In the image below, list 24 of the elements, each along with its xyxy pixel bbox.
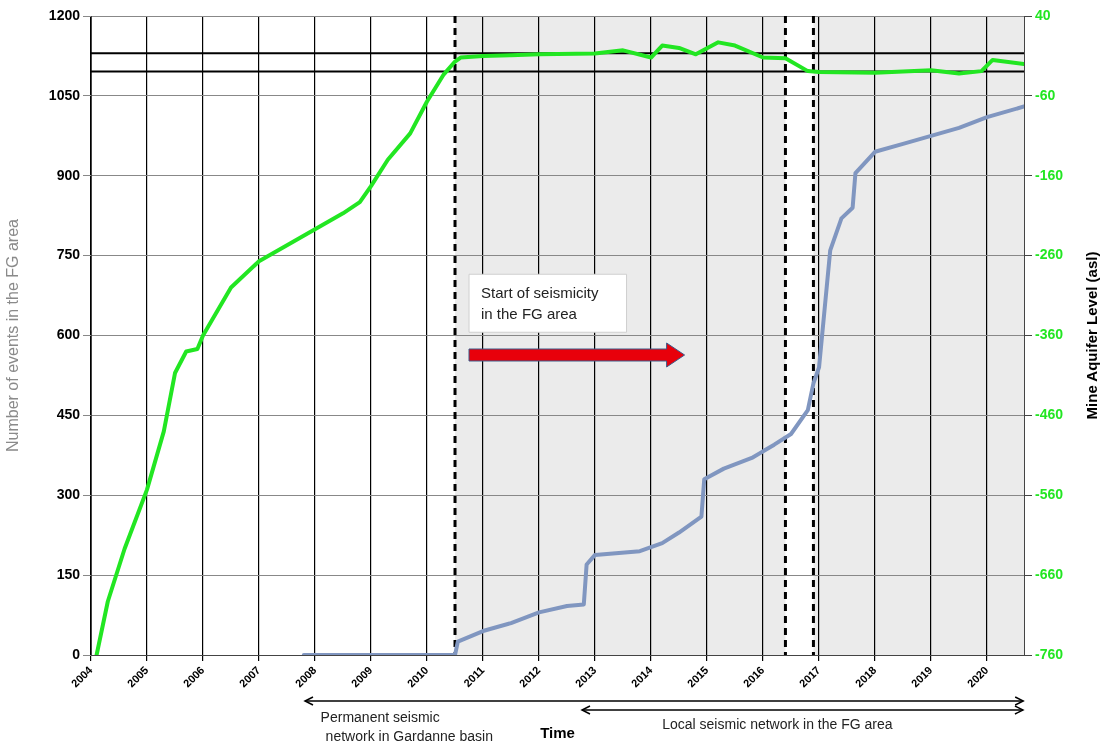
- y2-tick-label: -60: [1035, 86, 1056, 103]
- y-tick-label: 150: [56, 565, 81, 582]
- y-tick-label: 0: [72, 645, 81, 662]
- y-tick-label: 450: [56, 406, 81, 423]
- y2-tick-label: -160: [1035, 166, 1064, 183]
- y-tick-label: 750: [56, 246, 81, 263]
- x-axis-title: Time: [540, 724, 575, 742]
- y-tick-label: 300: [56, 486, 81, 503]
- y-tick-label: 900: [56, 166, 81, 183]
- y2-tick-label: -760: [1035, 645, 1064, 662]
- y-tick-label: 600: [56, 326, 81, 343]
- y-tick-label: 1050: [48, 86, 81, 103]
- y2-tick-label: 40: [1035, 6, 1051, 23]
- y-tick-label: 1200: [48, 6, 81, 23]
- y2-tick-label: -460: [1035, 406, 1064, 423]
- y-axis-title: Number of events in the FG area: [4, 218, 22, 452]
- annotation: Start of seismicity in the FG area: [481, 284, 600, 323]
- y2-tick-label: -560: [1035, 486, 1064, 503]
- y2-tick-label: -360: [1035, 326, 1064, 343]
- text: Permanent seismic network in Gardanne basin: [320, 709, 493, 744]
- y2-axis-title: Mine Aquifer Level (asl): [1082, 251, 1100, 420]
- text: Local seismic network in the FG area: [662, 716, 893, 732]
- y2-tick-label: -260: [1035, 246, 1064, 263]
- y2-tick-label: -660: [1035, 565, 1064, 582]
